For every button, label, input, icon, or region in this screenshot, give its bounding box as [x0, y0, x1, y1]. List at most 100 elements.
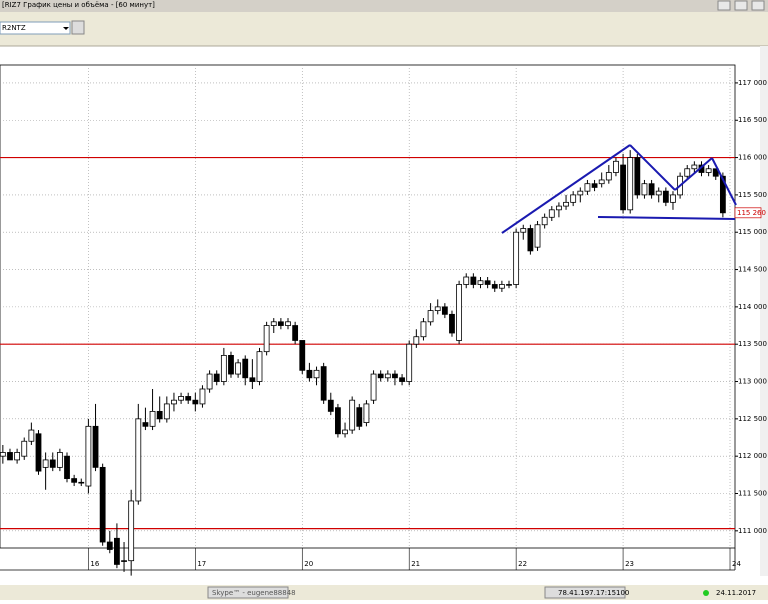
candle-body [463, 276, 470, 285]
last-price-box [734, 207, 762, 219]
candle-body [213, 373, 220, 382]
candle-body [21, 440, 28, 457]
candle-body [577, 190, 584, 196]
trendline [711, 157, 737, 206]
candle-body [270, 321, 277, 326]
candle-body [313, 369, 320, 379]
candle-body [705, 168, 712, 173]
candle-body [192, 399, 199, 405]
candle-body [128, 500, 135, 562]
candle-body [185, 396, 192, 401]
trendline [501, 144, 631, 234]
candle-body [163, 403, 170, 420]
candle-body [363, 403, 370, 423]
candle-body [441, 306, 448, 315]
candle-body [299, 340, 306, 371]
minimize-button[interactable] [717, 0, 731, 11]
plot-frame [0, 64, 736, 549]
y-tick-label: 113 500 [738, 340, 767, 348]
candle-body [306, 369, 313, 379]
candle-body [277, 321, 284, 326]
candle-body [406, 343, 413, 382]
y-tick-label: 115 500 [738, 191, 767, 199]
candle-body [662, 190, 669, 203]
candle-body [456, 284, 463, 341]
candle-body [78, 481, 85, 484]
candle-body [285, 321, 291, 326]
candle-body [149, 410, 156, 427]
candle-body [49, 459, 56, 468]
y-tick-label: 116 500 [738, 116, 767, 124]
candle-body [121, 560, 127, 562]
candle-body [484, 280, 491, 285]
y-tick-label: 115 000 [738, 228, 767, 236]
y-tick-label: 114 000 [738, 303, 767, 311]
symbol-text: R2NTZ [2, 24, 26, 32]
candle-body [520, 228, 527, 233]
candle-body [420, 321, 427, 338]
y-tick-label: 113 000 [738, 378, 767, 386]
close-button[interactable] [751, 0, 765, 11]
candle-body [613, 160, 619, 173]
status-bar [0, 585, 768, 600]
x-tick-label: 17 [197, 560, 206, 568]
x-tick-label: 24 [732, 560, 741, 568]
candle-body [691, 164, 698, 170]
candle-body [256, 351, 263, 382]
neckline [597, 216, 736, 220]
window-title: [RIZ7 График цены и объёма - [60 минут] [2, 1, 155, 9]
candle-body [470, 276, 477, 285]
candle-body [327, 399, 334, 412]
candle-body [570, 194, 577, 203]
candle-body [506, 284, 512, 286]
trendline [674, 157, 713, 191]
candle-body [498, 284, 505, 289]
last-price-label: 115 260 [737, 209, 766, 217]
candle-body [92, 425, 99, 468]
candle-body [434, 306, 441, 312]
y-tick-label: 112 000 [738, 452, 767, 460]
candle-body [527, 228, 534, 252]
x-tick-label: 21 [411, 560, 420, 568]
candle-body [28, 429, 35, 442]
candle-body [399, 377, 405, 382]
candle-body [56, 452, 63, 468]
connection-status: 78.41.197.17:15100 [558, 589, 629, 597]
taskbar-item[interactable] [207, 586, 289, 599]
candle-body [0, 452, 6, 457]
candle-body [534, 224, 541, 248]
candle-body [64, 455, 70, 479]
toolbar [0, 12, 768, 46]
symbol-dropdown[interactable] [0, 21, 71, 35]
candle-body [370, 373, 377, 401]
y-tick-label: 116 000 [738, 154, 767, 162]
y-tick-label: 111 500 [738, 490, 767, 498]
scrollbar[interactable] [760, 46, 768, 576]
y-tick-label: 117 000 [738, 79, 767, 87]
candle-body [85, 425, 92, 487]
candle-body [427, 310, 434, 323]
candle-body [620, 164, 626, 211]
x-tick-label: 22 [518, 560, 527, 568]
y-tick-label: 114 500 [738, 266, 767, 274]
candle-body [670, 194, 676, 203]
candle-body [242, 358, 249, 379]
candle-body [220, 354, 227, 382]
candle-body [228, 354, 234, 375]
candle-body [712, 168, 719, 177]
candle-body [171, 399, 177, 405]
maximize-button[interactable] [734, 0, 748, 11]
candle-body [320, 366, 327, 401]
candle-body [99, 466, 106, 543]
candle-body [513, 231, 520, 285]
connection-panel [544, 586, 626, 599]
candle-body [35, 433, 42, 472]
x-tick-label: 16 [90, 560, 99, 568]
candle-body [648, 183, 655, 196]
candle-body [249, 377, 256, 382]
search-button[interactable] [71, 20, 85, 35]
candle-body [142, 422, 149, 427]
candle-body [335, 407, 341, 435]
